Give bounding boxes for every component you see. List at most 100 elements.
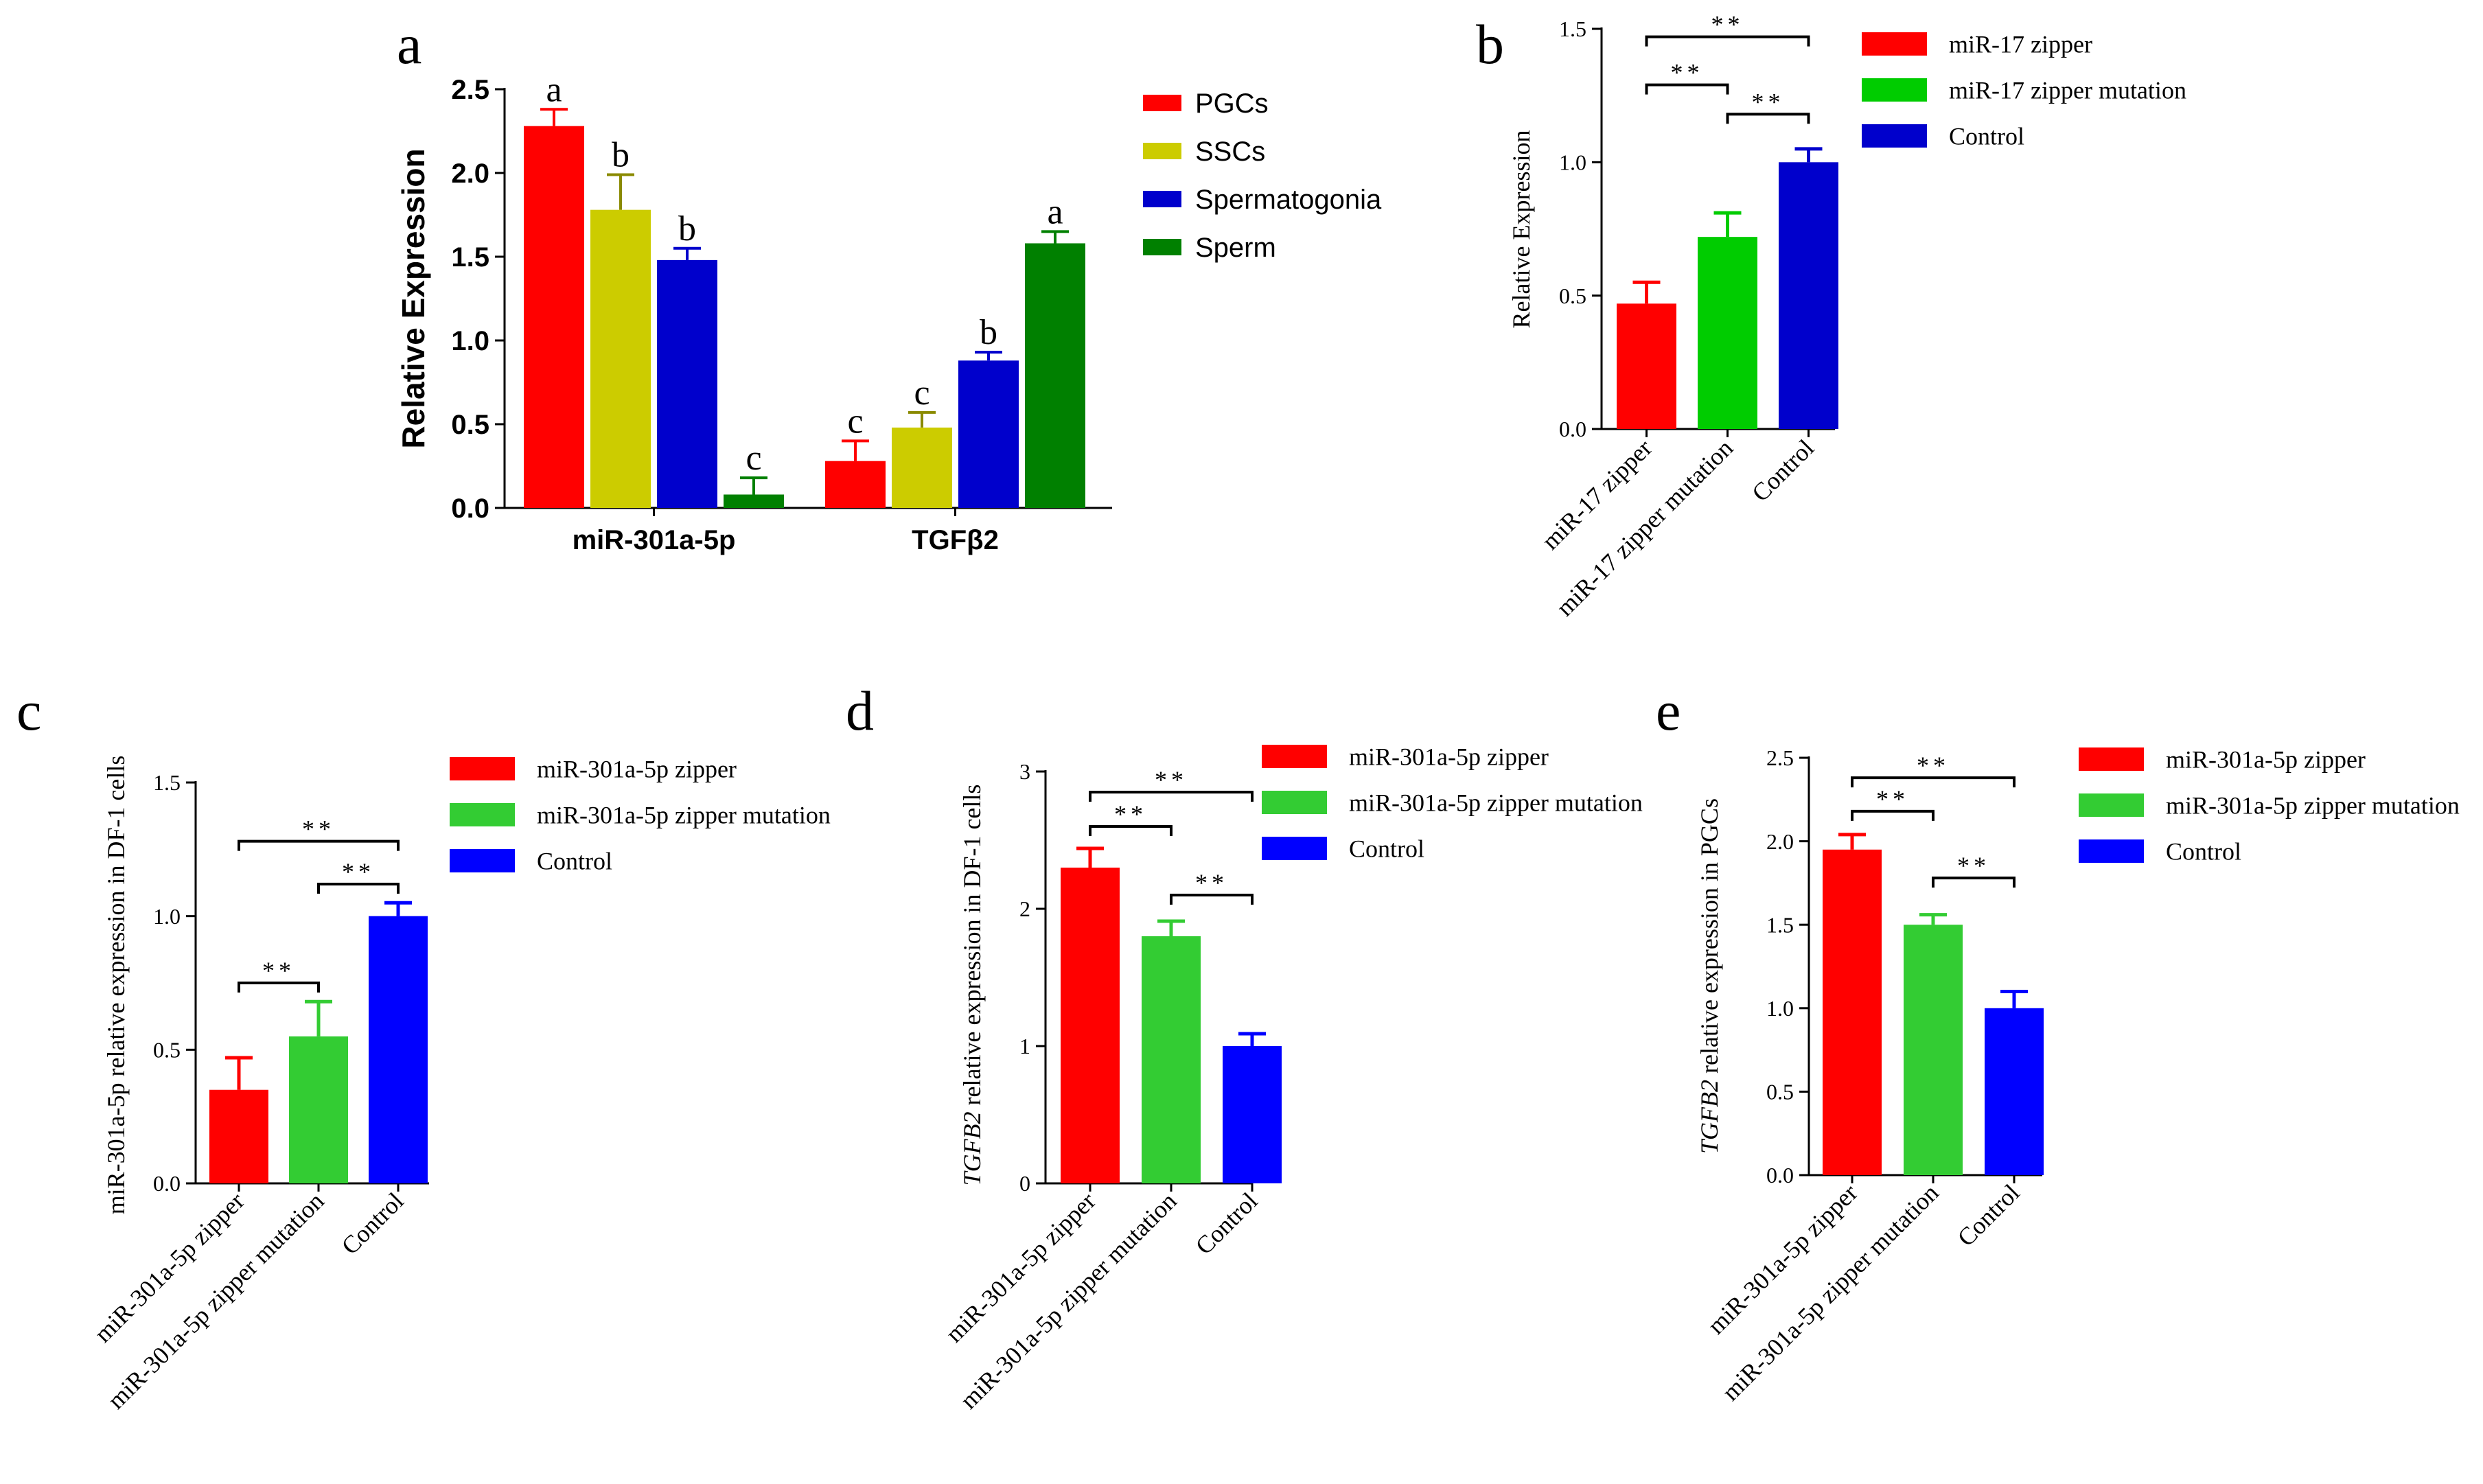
y-tick-label: 1.0 bbox=[153, 904, 181, 929]
y-tick-label: 0.5 bbox=[451, 410, 489, 440]
legend-label: Control bbox=[2166, 838, 2241, 866]
y-tick-label: 1.0 bbox=[1559, 150, 1586, 175]
bar bbox=[1823, 849, 1882, 1175]
legend-label: Spermatogonia bbox=[1195, 185, 1382, 215]
significance-label: ** bbox=[1671, 59, 1704, 86]
significance-letter: c bbox=[914, 373, 929, 413]
legend-label: miR-301a-5p zipper bbox=[1349, 743, 1549, 771]
y-axis-label: Relative Expression bbox=[395, 148, 431, 448]
y-tick-label: 1.5 bbox=[451, 242, 489, 273]
legend-swatch bbox=[2079, 839, 2144, 863]
category-label: Control bbox=[1190, 1187, 1263, 1260]
y-tick-label: 1.5 bbox=[1766, 912, 1794, 937]
significance-letter: b bbox=[612, 135, 630, 174]
bar bbox=[1061, 868, 1120, 1183]
legend-label: miR-301a-5p zipper bbox=[2166, 746, 2366, 774]
y-tick-label: 0.0 bbox=[153, 1171, 181, 1196]
significance-bracket bbox=[238, 982, 320, 993]
bar bbox=[1985, 1008, 2044, 1175]
bar bbox=[1617, 303, 1676, 429]
significance-letter: b bbox=[678, 209, 696, 248]
significance-letter: c bbox=[746, 439, 761, 478]
y-axis-label: Relative Expression bbox=[1508, 130, 1535, 329]
bar bbox=[1904, 925, 1963, 1175]
y-axis-label-gene: TGFB2 bbox=[1696, 1080, 1723, 1154]
legend-swatch bbox=[1262, 837, 1327, 860]
panel-a: a 0.0 0.5 1.0 1.5 2.0 2.5 Relative Expression a b… bbox=[395, 13, 1382, 555]
legend-swatch bbox=[450, 803, 515, 826]
legend-label: miR-17 zipper mutation bbox=[1949, 77, 2186, 104]
y-axis-label: TGFB2 relative expression in PGCs bbox=[1696, 798, 1723, 1154]
y-tick-label: 0.5 bbox=[153, 1038, 181, 1063]
category-label: Control bbox=[1746, 434, 1819, 507]
legend-swatch bbox=[1143, 143, 1181, 159]
significance-label: ** bbox=[1195, 869, 1228, 896]
significance-label: ** bbox=[262, 957, 295, 984]
panel-label: d bbox=[846, 680, 874, 742]
bar bbox=[1779, 162, 1838, 430]
significance-bracket bbox=[317, 882, 400, 894]
significance-label: ** bbox=[1917, 752, 1950, 779]
y-tick-label: 1.5 bbox=[1559, 16, 1586, 41]
significance-bracket bbox=[1170, 894, 1254, 905]
significance-bracket bbox=[1089, 825, 1173, 836]
significance-label: ** bbox=[342, 858, 375, 885]
bar-pgcs bbox=[524, 126, 584, 508]
y-tick-label: 0.0 bbox=[1766, 1163, 1794, 1187]
legend-label: miR-301a-5p zipper mutation bbox=[2166, 792, 2460, 820]
y-tick-label: 2 bbox=[1019, 896, 1030, 921]
legend-swatch bbox=[1262, 745, 1327, 768]
significance-letter: b bbox=[980, 313, 997, 352]
panel-label: b bbox=[1476, 13, 1504, 76]
legend-swatch bbox=[1143, 239, 1181, 255]
legend-label: Control bbox=[537, 848, 612, 875]
legend-label: miR-301a-5p zipper mutation bbox=[537, 802, 831, 829]
bar bbox=[1142, 936, 1201, 1183]
panel-label: e bbox=[1656, 680, 1681, 742]
significance-bracket bbox=[1851, 809, 1935, 821]
significance-bracket bbox=[1645, 35, 1810, 47]
category-label: Control bbox=[336, 1187, 409, 1260]
y-axis-label-gene: TGFB2 bbox=[958, 1111, 986, 1185]
bar-sperm bbox=[724, 494, 784, 508]
bar bbox=[1223, 1046, 1282, 1183]
legend-label: miR-17 zipper bbox=[1949, 31, 2092, 58]
significance-letter: a bbox=[546, 70, 562, 109]
bar-pgcs bbox=[825, 461, 886, 508]
legend-swatch bbox=[450, 757, 515, 780]
legend-swatch bbox=[1862, 78, 1927, 102]
y-tick-label: 3 bbox=[1019, 759, 1030, 784]
bar bbox=[289, 1036, 348, 1183]
significance-bracket bbox=[1932, 877, 2016, 888]
y-tick-label: 0.0 bbox=[451, 494, 489, 524]
bar-spermatogonia bbox=[958, 360, 1019, 508]
legend-swatch bbox=[1143, 191, 1181, 207]
legend-label: SSCs bbox=[1195, 137, 1265, 167]
category-label: Control bbox=[1952, 1179, 2025, 1251]
legend-swatch bbox=[1862, 124, 1927, 148]
category-label: miR-301a-5p zipper bbox=[1702, 1179, 1863, 1339]
legend-swatch bbox=[2079, 747, 2144, 771]
significance-label: ** bbox=[302, 815, 335, 843]
panel-d: d 0 1 2 3 TGFB2 relative expression in DF-1 c… bbox=[846, 680, 1643, 1414]
y-tick-label: 1.5 bbox=[153, 770, 181, 795]
significance-label: ** bbox=[1876, 785, 1909, 813]
y-tick-label: 1.0 bbox=[451, 326, 489, 356]
y-tick-label: 0.5 bbox=[1559, 283, 1586, 308]
y-tick-label: 2.5 bbox=[451, 75, 489, 105]
significance-label: ** bbox=[1711, 11, 1744, 38]
significance-label: ** bbox=[1752, 88, 1785, 115]
significance-letter: c bbox=[847, 402, 863, 441]
bar bbox=[209, 1089, 268, 1183]
y-axis-label: miR-301a-5p relative expression in DF-1 … bbox=[102, 756, 130, 1215]
y-axis-label: TGFB2 relative expression in DF-1 cells bbox=[958, 785, 986, 1186]
panel-label: a bbox=[397, 13, 421, 76]
legend-label: Control bbox=[1349, 835, 1424, 863]
y-axis-label-text: relative expression in PGCs bbox=[1696, 798, 1723, 1080]
significance-label: ** bbox=[1957, 852, 1990, 879]
significance-label: ** bbox=[1114, 800, 1147, 828]
legend-swatch bbox=[2079, 793, 2144, 817]
panel-label: c bbox=[16, 680, 41, 742]
category-label: miR-301a-5p zipper bbox=[940, 1187, 1101, 1347]
